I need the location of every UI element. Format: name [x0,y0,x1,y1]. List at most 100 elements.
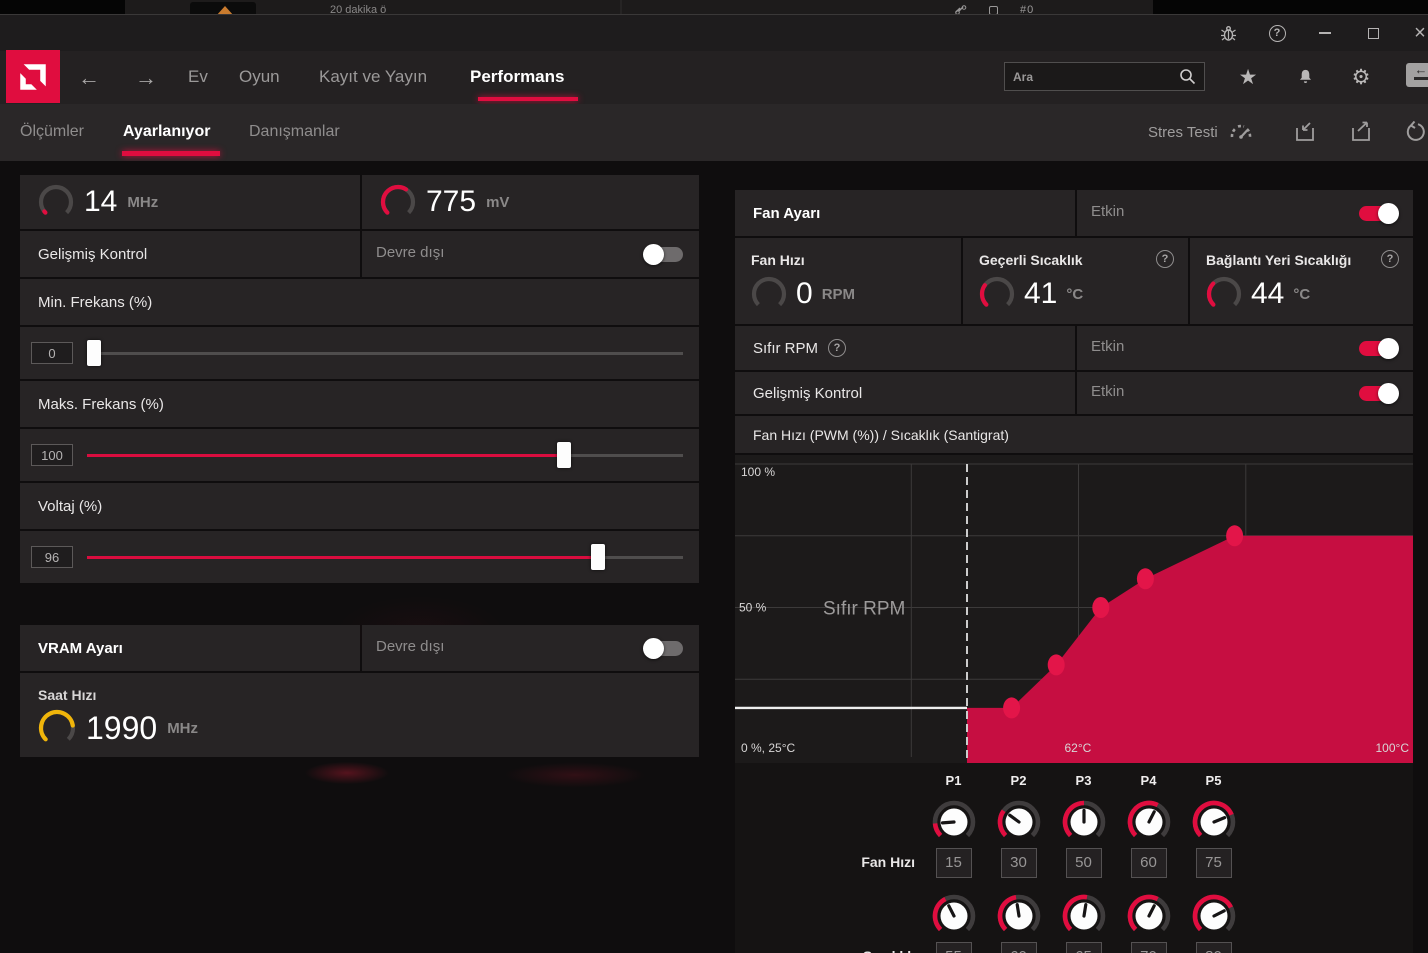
voltage-unit: mV [486,193,510,211]
temp-knob-p5[interactable] [1191,893,1237,939]
curve-point-header-p1: P1 [945,772,962,788]
bell-icon [1299,69,1311,83]
slider-handle[interactable] [556,442,571,468]
tuning-content: 14 MHz 775 mV Gelişmiş Kontrol Devre dış… [0,161,1428,953]
forward-button[interactable]: → [135,65,157,90]
favorites-button[interactable]: ★ [1232,61,1264,93]
subnav-tab-advisors[interactable]: Danışmanlar [249,123,340,140]
voltage-slider-row [20,531,699,583]
fan-curve-point-p5[interactable] [1226,525,1244,547]
fan-toggle[interactable] [1359,203,1399,224]
fan-speed-knob-p5[interactable] [1191,799,1237,845]
close-button[interactable]: × [1398,15,1428,51]
maximize-button[interactable] [1351,15,1395,51]
nav-tab-home[interactable]: Ev [188,67,208,86]
fan-curve-point-p1[interactable] [1003,697,1021,719]
fan-advanced-control-toggle[interactable] [1359,383,1399,404]
zero-rpm-toggle[interactable] [1359,338,1399,359]
nav-tab-record-stream[interactable]: Kayıt ve Yayın [319,67,428,86]
max-frequency-slider-row [20,429,699,481]
curve-point-header-p5: P5 [1205,772,1222,788]
temp-input-p1[interactable]: 55 [935,942,972,953]
max-frequency-value-input[interactable] [31,444,73,466]
fan-speed-input-p3[interactable]: 50 [1065,848,1102,878]
slider-fill [87,555,599,559]
current-temp-stat-cell: Geçerli Sıcaklık ? 41 °C [963,238,1188,324]
collapse-panel-button[interactable]: ← [1406,63,1428,87]
voltage-value-input[interactable] [31,546,73,568]
chart-label-50pct: 50 % [739,601,767,615]
nav-tab-performance[interactable]: Performans [470,67,565,86]
temp-knob-p4[interactable] [1126,893,1172,939]
fan-curve-point-p4[interactable] [1136,568,1154,590]
temp-knob-p1[interactable] [931,893,977,939]
voltage-gauge [380,184,416,220]
help-button[interactable]: ? [1255,15,1299,51]
mountain-shape [216,6,234,14]
gpu-advanced-control-toggle[interactable] [643,244,683,265]
reset-icon[interactable] [1402,118,1428,146]
background-window-panel [125,0,1153,14]
fan-speed-input-p5[interactable]: 75 [1195,848,1232,878]
temp-input-p2[interactable]: 60 [1000,942,1037,953]
fan-advanced-control-state-cell: Etkin [1077,372,1413,414]
fan-speed-unit: RPM [821,285,856,303]
share-profile-icon[interactable] [1347,118,1375,146]
fan-speed-values: 15 30 50 60 75 [921,848,1246,878]
subnav-tab-metrics[interactable]: Ölçümler [20,123,85,140]
load-profile-icon[interactable] [1291,118,1319,146]
back-button[interactable]: ← [78,65,100,90]
temp-knob-p3[interactable] [1061,893,1107,939]
fan-speed-gauge [751,276,787,312]
search-placeholder: Ara [1013,69,1034,84]
maximize-icon [1367,27,1379,39]
gpu-advanced-control-state: Devre dışı [376,244,445,261]
nav-tab-gaming[interactable]: Oyun [239,67,280,86]
junction-temp-help-icon[interactable]: ? [1381,250,1399,268]
gpu-advanced-control-state-cell: Devre dışı [362,231,699,277]
minimize-button[interactable] [1303,15,1347,51]
search-input[interactable]: Ara [1004,62,1205,91]
amd-logo[interactable] [6,50,60,103]
titlebar[interactable]: ? × [0,15,1428,51]
frequency-value: 14 [84,185,118,218]
temp-input-p3[interactable]: 65 [1065,942,1102,953]
background-thumbnail-image [190,2,256,14]
settings-button[interactable]: ⚙ [1345,61,1377,93]
stress-test-gauge-icon[interactable] [1227,118,1255,146]
fan-speed-input-p4[interactable]: 60 [1130,848,1167,878]
fan-speed-knob-p2[interactable] [996,799,1042,845]
max-frequency-slider[interactable] [87,442,683,468]
notifications-button[interactable] [1289,61,1321,93]
slider-handle[interactable] [87,340,102,366]
fan-speed-knob-p3[interactable] [1061,799,1107,845]
temp-input-p4[interactable]: 70 [1130,942,1167,953]
fan-speed-knob-p4[interactable] [1126,799,1172,845]
zero-rpm-help-icon[interactable]: ? [828,339,847,357]
vram-toggle[interactable] [643,638,683,659]
temp-input-p5[interactable]: 80 [1195,942,1232,953]
fan-speed-input-p1[interactable]: 15 [935,848,972,878]
min-frequency-slider[interactable] [87,340,683,366]
fan-speed-stat-label: Fan Hızı [751,252,805,268]
min-frequency-value-input[interactable] [31,342,73,364]
curve-point-header-p3: P3 [1075,772,1092,788]
slider-handle[interactable] [591,544,606,570]
fan-speed-input-p2[interactable]: 30 [1000,848,1037,878]
min-frequency-label-row: Min. Frekans (%) [20,279,699,325]
temp-knob-p2[interactable] [996,893,1042,939]
current-temp-help-icon[interactable]: ? [1156,250,1174,268]
vram-clock-cell: Saat Hızı 1990 MHz [20,673,699,757]
fan-speed-knob-p1[interactable] [931,799,977,845]
fan-curve-point-p3[interactable] [1092,597,1110,618]
vram-state-cell: Devre dışı [362,625,699,671]
fan-curve-chart[interactable]: 100 % 50 % 0 %, 25°C 62°C 100°C Sıfır RPM [735,455,1413,763]
chart-label-62c: 62°C [1065,741,1092,755]
slider-track[interactable] [87,351,683,355]
stress-test-label[interactable]: Stres Testi [1148,124,1218,141]
bug-report-icon[interactable] [1206,15,1250,51]
voltage-slider[interactable] [87,544,683,570]
help-icon: ? [1268,24,1286,42]
subnav-tab-tuning[interactable]: Ayarlanıyor [123,123,211,140]
fan-curve-point-p2[interactable] [1047,654,1065,676]
